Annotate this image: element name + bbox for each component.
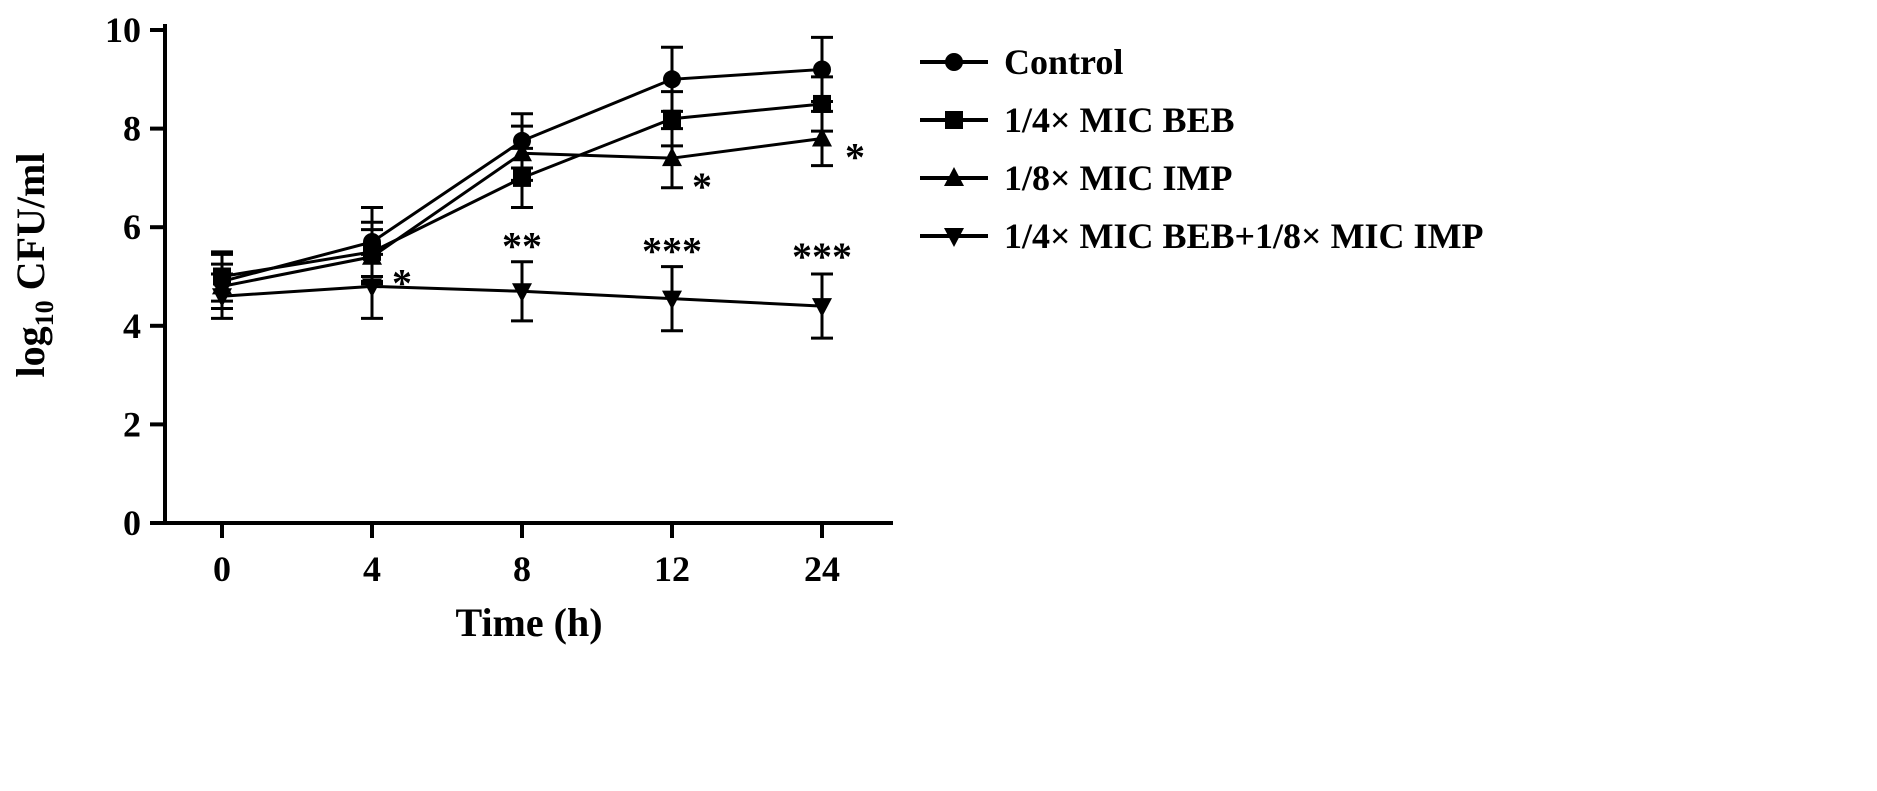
data-point-square-icon [663, 109, 681, 128]
significance-annotation: ** [502, 223, 542, 268]
data-point-triangle-up-icon [812, 127, 832, 147]
y-tick-label: 4 [123, 306, 141, 346]
significance-annotation: * [392, 260, 412, 305]
data-point-triangle-down-icon [212, 288, 232, 308]
x-tick-label: 0 [213, 549, 231, 589]
data-point-triangle-up-icon [512, 142, 532, 162]
data-point-triangle-down-icon [662, 290, 682, 310]
significance-annotation: * [845, 134, 865, 179]
x-tick-label: 24 [804, 549, 840, 589]
y-tick-label: 6 [123, 207, 141, 247]
legend-square-icon [945, 111, 963, 129]
data-point-circle-icon [813, 60, 831, 79]
legend-label: Control [1004, 42, 1123, 82]
x-tick-label: 12 [654, 549, 690, 589]
legend-label: 1/4× MIC BEB [1004, 100, 1235, 140]
significance-annotation: *** [792, 234, 852, 279]
data-point-triangle-up-icon [662, 147, 682, 167]
legend-label: 1/4× MIC BEB+1/8× MIC IMP [1004, 216, 1484, 256]
legend-label: 1/8× MIC IMP [1004, 158, 1232, 198]
data-point-circle-icon [663, 70, 681, 89]
x-axis-title: Time (h) [455, 600, 602, 645]
y-axis-title: log10CFU/ml [8, 153, 59, 378]
data-point-triangle-down-icon [812, 298, 832, 318]
data-point-triangle-down-icon [362, 278, 382, 298]
data-point-square-icon [813, 94, 831, 113]
y-tick-label: 10 [105, 10, 141, 50]
legend-triangle-up-icon [944, 167, 964, 186]
y-tick-label: 0 [123, 503, 141, 543]
y-tick-label: 8 [123, 109, 141, 149]
data-point-triangle-down-icon [512, 283, 532, 303]
significance-annotation: * [692, 164, 712, 209]
significance-annotation: *** [642, 229, 702, 274]
legend-circle-icon [945, 53, 963, 71]
x-tick-label: 4 [363, 549, 381, 589]
legend-triangle-down-icon [944, 228, 964, 247]
y-tick-label: 2 [123, 404, 141, 444]
x-tick-label: 8 [513, 549, 531, 589]
